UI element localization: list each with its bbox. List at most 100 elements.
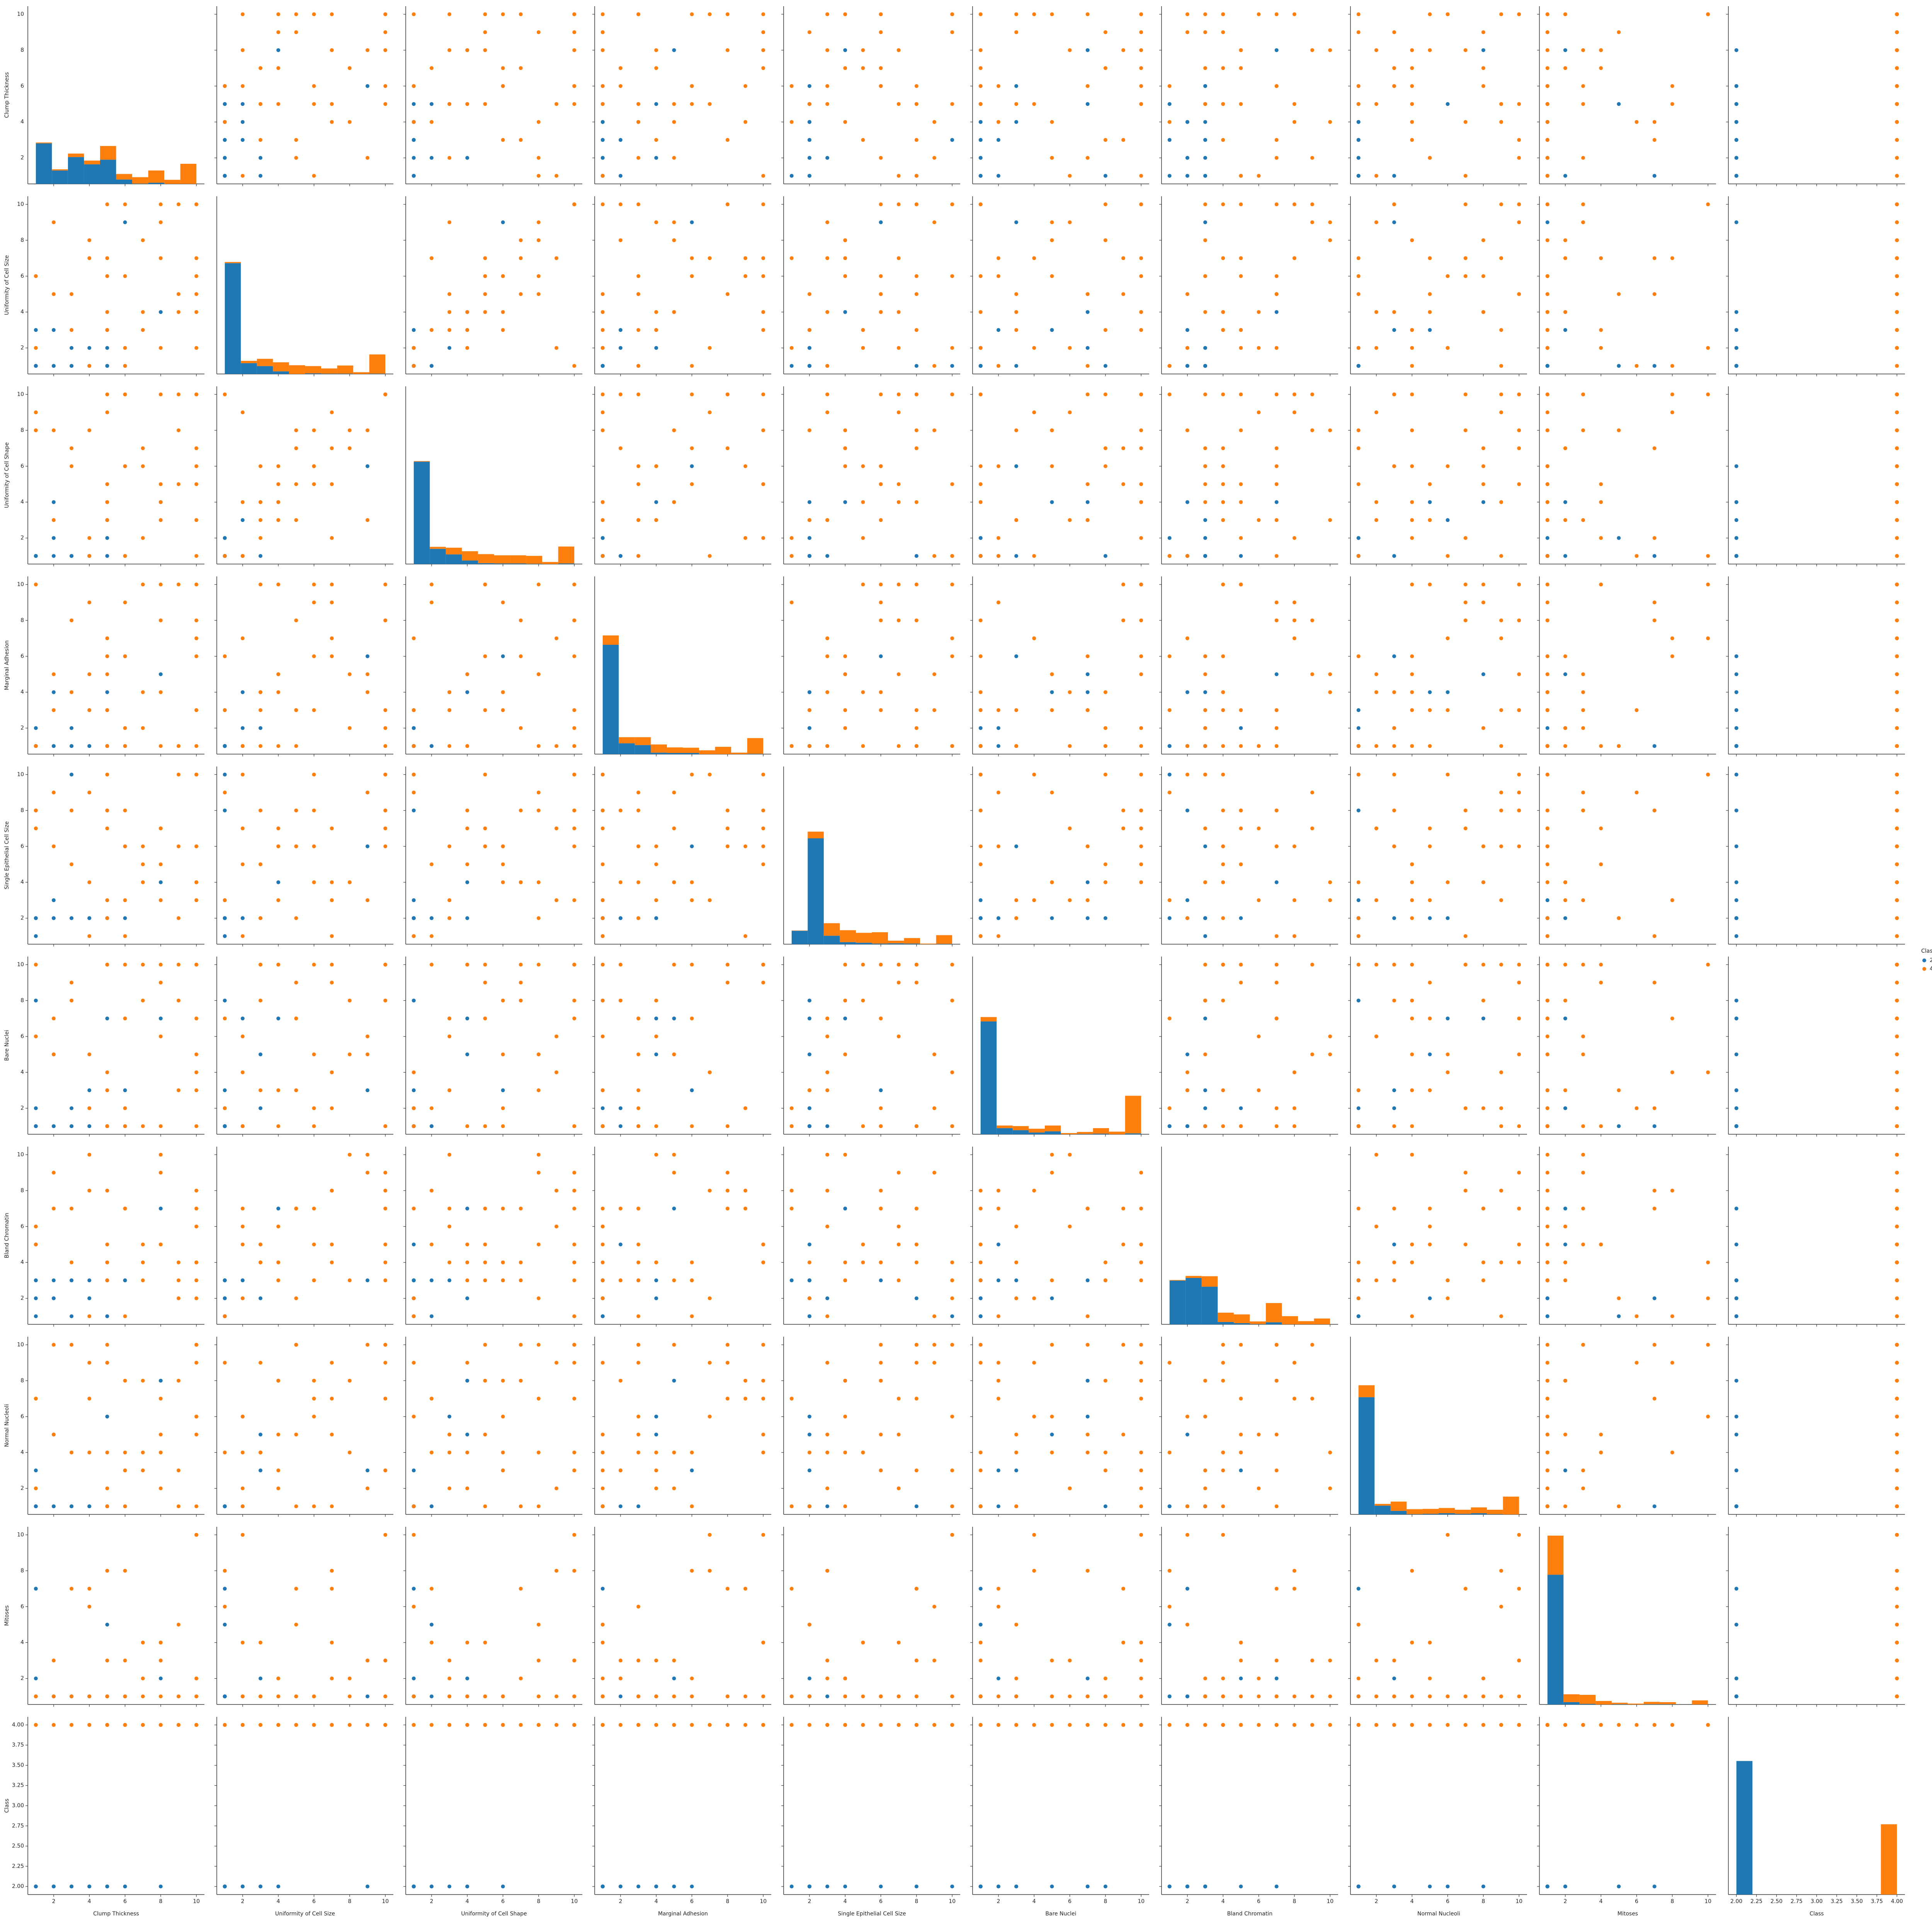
scatter-point [1410, 690, 1414, 694]
scatter-point [1563, 726, 1567, 730]
scatter-point [1103, 690, 1107, 694]
scatter-point [1139, 844, 1143, 848]
scatter-point [1167, 790, 1172, 795]
scatter-point [1139, 1171, 1143, 1175]
scatter-point [347, 1152, 352, 1157]
scatter-point [536, 120, 541, 124]
scatter-point [383, 12, 388, 16]
histogram-bar [683, 753, 699, 754]
scatter-point [996, 328, 1000, 332]
scatter-point [519, 1504, 523, 1509]
scatter-point [761, 274, 765, 278]
scatter-point [1895, 120, 1899, 124]
scatter-point [383, 1242, 388, 1247]
scatter-point [879, 482, 883, 486]
scatter-point [194, 292, 199, 296]
scatter-point [519, 256, 523, 260]
scatter-point [1410, 1242, 1414, 1247]
scatter-point [194, 772, 199, 777]
scatter-point [158, 980, 163, 985]
scatter-point [1221, 962, 1225, 967]
scatter-point [141, 690, 145, 694]
scatter-point [1292, 1070, 1296, 1074]
scatter-point [825, 1504, 830, 1509]
scatter-point [1257, 1088, 1261, 1093]
scatter-point [1734, 772, 1738, 777]
scatter-point [177, 998, 181, 1003]
scatter-point [105, 1342, 109, 1347]
scatter-point [1203, 12, 1208, 16]
scatter-point [978, 102, 983, 106]
scatter-point [1545, 654, 1549, 658]
scatter-point [1599, 744, 1603, 748]
scatter-point [572, 202, 577, 206]
scatter-point [1310, 1052, 1315, 1057]
scatter-point [554, 1188, 559, 1193]
scatter-point [1581, 726, 1585, 730]
histogram-bar [1044, 1125, 1061, 1132]
scatter-point [932, 428, 937, 432]
scatter-point [483, 1278, 487, 1283]
scatter-point [1014, 1224, 1019, 1229]
scatter-point [194, 1260, 199, 1264]
scatter-point [1203, 364, 1208, 368]
scatter-point [447, 1034, 452, 1038]
scatter-point [1139, 772, 1143, 777]
scatter-point [879, 310, 883, 314]
scatter-point [1895, 220, 1899, 224]
scatter-point [34, 744, 38, 748]
scatter-point [158, 862, 163, 867]
scatter-point [223, 1361, 227, 1365]
scatter-point [1428, 48, 1432, 52]
scatter-point [34, 1468, 38, 1473]
scatter-point [501, 1106, 505, 1110]
scatter-point [347, 726, 352, 730]
scatter-point [1734, 102, 1738, 106]
scatter-point [501, 1468, 505, 1473]
scatter-point [141, 998, 145, 1003]
scatter-point [259, 862, 263, 867]
scatter-point [896, 1433, 901, 1437]
scatter-point [1139, 826, 1143, 831]
scatter-point [1203, 1052, 1208, 1057]
scatter-point [1068, 174, 1072, 178]
scatter-point [861, 536, 865, 540]
scatter-point [807, 1278, 811, 1283]
scatter-point [600, 1468, 605, 1473]
scatter-point [383, 726, 388, 730]
scatter-point [240, 1124, 245, 1128]
scatter-point [87, 1361, 92, 1365]
scatter-point [330, 1260, 334, 1264]
scatter-point [1446, 880, 1450, 884]
scatter-point [1014, 1260, 1019, 1264]
scatter-point [465, 102, 469, 106]
scatter-point [412, 636, 416, 641]
scatter-point [1563, 518, 1567, 522]
scatter-point [70, 1124, 74, 1128]
scatter-point [330, 48, 334, 52]
scatter-point [1356, 934, 1361, 938]
histogram-bar [164, 180, 180, 184]
scatter-point [1563, 654, 1567, 658]
scatter-point [1670, 410, 1674, 415]
scatter-point [1274, 156, 1279, 160]
scatter-point [879, 1188, 883, 1193]
scatter-point [879, 654, 883, 658]
scatter-point [536, 582, 541, 586]
scatter-point [1221, 862, 1225, 867]
histogram-bar [699, 750, 715, 754]
scatter-point [761, 202, 765, 206]
scatter-point [194, 392, 199, 396]
scatter-point [1517, 446, 1521, 450]
scatter-point [807, 500, 811, 504]
scatter-point [1310, 672, 1315, 676]
scatter-point [465, 880, 469, 884]
scatter-point [1652, 174, 1656, 178]
scatter-point [536, 1504, 541, 1509]
scatter-point [978, 120, 983, 124]
scatter-point [51, 220, 56, 224]
scatter-point [1139, 536, 1143, 540]
scatter-point [412, 934, 416, 938]
scatter-point [1428, 500, 1432, 504]
scatter-point [1392, 690, 1396, 694]
